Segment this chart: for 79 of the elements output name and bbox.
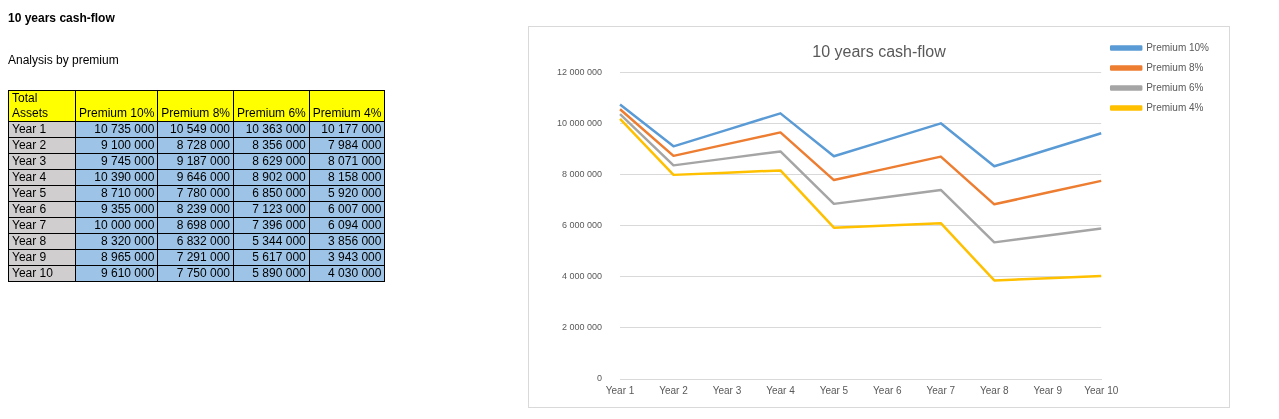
text: 7 123 000: [233, 201, 310, 218]
x-tick-label: Year 8: [980, 384, 1009, 396]
text: 7 750 000: [157, 265, 234, 282]
text: 8 965 000: [75, 249, 158, 266]
y-tick-label: 12 000 000: [557, 66, 603, 77]
text: 8 356 000: [233, 137, 310, 154]
x-tick-label: Year 1: [605, 384, 635, 396]
x-tick-label: Year 10: [1084, 384, 1119, 396]
legend-label: Premium 6%: [1146, 81, 1204, 93]
text: Year 7: [8, 217, 76, 234]
text: 3 943 000: [309, 249, 385, 266]
text: 10 390 000: [75, 169, 158, 186]
text: 10 735 000: [75, 121, 158, 138]
text: 3 856 000: [309, 233, 385, 250]
text: 5 890 000: [233, 265, 310, 282]
x-tick-label: Year 9: [1033, 384, 1063, 396]
text: 8 902 000: [233, 169, 310, 186]
chart-title: 10 years cash-flow: [812, 43, 947, 61]
y-tick-label: 10 000 000: [557, 117, 603, 128]
text: 10 years cash-flow: [8, 10, 116, 27]
text: 9 100 000: [75, 137, 158, 154]
x-tick-label: Year 3: [712, 384, 742, 396]
x-tick-label: Year 7: [926, 384, 956, 396]
text: Year 8: [8, 233, 76, 250]
text: 9 610 000: [75, 265, 158, 282]
y-tick-label: 4 000 000: [562, 271, 603, 282]
text: 9 187 000: [157, 153, 234, 170]
category-label: Premium 10%: [75, 90, 158, 122]
text: 6 832 000: [157, 233, 234, 250]
text: 10 000 000: [75, 217, 158, 234]
text: Year 3: [8, 153, 76, 170]
text: 9 355 000: [75, 201, 158, 218]
text: 6 007 000: [309, 201, 385, 218]
text: Year 5: [8, 185, 76, 202]
text: 10 363 000: [233, 121, 310, 138]
text: 6 094 000: [309, 217, 385, 234]
text: Year 9: [8, 249, 76, 266]
text: 10 549 000: [157, 121, 234, 138]
text: 8 710 000: [75, 185, 158, 202]
text: 7 984 000: [309, 137, 385, 154]
text: 5 920 000: [309, 185, 385, 202]
category-label: Premium 8%: [157, 90, 234, 122]
text: 7 396 000: [233, 217, 310, 234]
text: Year 10: [8, 265, 76, 282]
y-tick-label: 0: [597, 373, 603, 384]
text: Year 6: [8, 201, 76, 218]
text: 8 728 000: [157, 137, 234, 154]
legend-label: Premium 10%: [1146, 41, 1210, 53]
text: 7 780 000: [157, 185, 234, 202]
text: Year 2: [8, 137, 76, 154]
text: 8 320 000: [75, 233, 158, 250]
text: Year 1: [8, 121, 76, 138]
text: 8 698 000: [157, 217, 234, 234]
text: 10 177 000: [309, 121, 385, 138]
y-tick-label: 8 000 000: [562, 168, 603, 179]
text: Year 4: [8, 169, 76, 186]
category-label: Premium 6%: [233, 90, 310, 122]
y-tick-label: 2 000 000: [562, 322, 603, 333]
legend-label: Premium 8%: [1146, 61, 1204, 73]
x-tick-label: Year 2: [659, 384, 689, 396]
text: 7 291 000: [157, 249, 234, 266]
y-tick-label: 6 000 000: [562, 220, 603, 231]
text: 9 646 000: [157, 169, 234, 186]
x-tick-label: Year 6: [873, 384, 903, 396]
x-tick-label: Year 5: [819, 384, 849, 396]
category-label: Total Assets: [8, 90, 76, 122]
text: Analysis by premium: [8, 52, 120, 69]
text: 8 629 000: [233, 153, 310, 170]
legend-label: Premium 4%: [1146, 101, 1204, 113]
text: 9 745 000: [75, 153, 158, 170]
text: 5 344 000: [233, 233, 310, 250]
text: 8 158 000: [309, 169, 385, 186]
text: 4 030 000: [309, 265, 385, 282]
text: 8 239 000: [157, 201, 234, 218]
text: 8 071 000: [309, 153, 385, 170]
category-label: Premium 4%: [309, 90, 385, 122]
x-tick-label: Year 4: [766, 384, 796, 396]
text: 5 617 000: [233, 249, 310, 266]
text: 6 850 000: [233, 185, 310, 202]
